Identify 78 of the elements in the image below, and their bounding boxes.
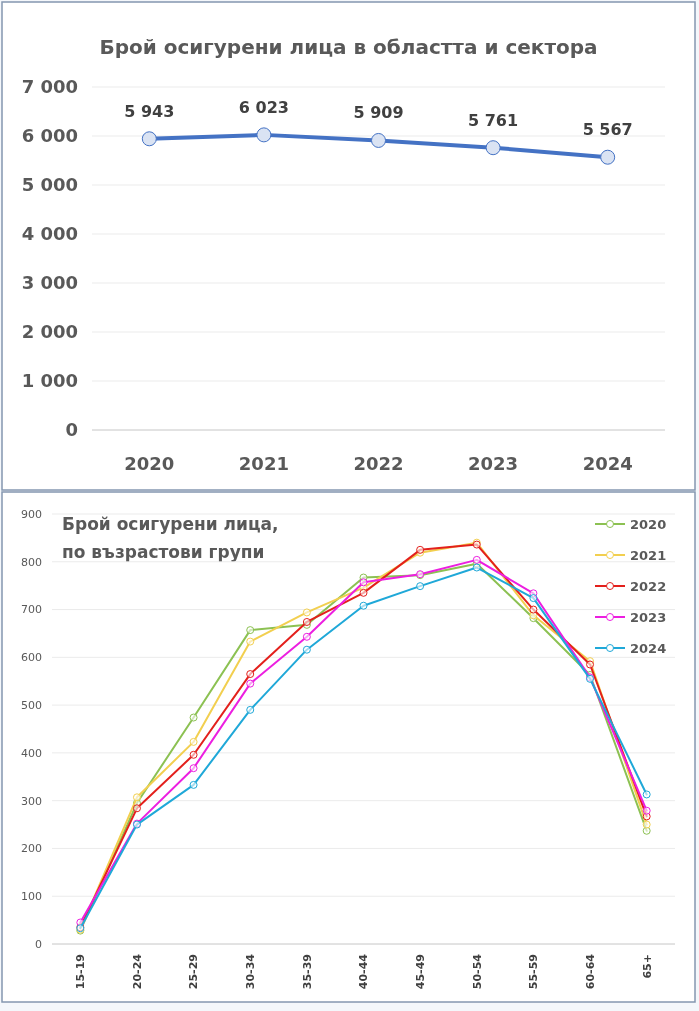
x-tick-label: 2021: [238, 453, 289, 474]
point: [359, 578, 368, 587]
y-tick-label: 0: [65, 419, 78, 441]
y-tick-label: 1 000: [21, 370, 78, 392]
data-label: 6 023: [238, 97, 289, 117]
data-label: 5 909: [353, 103, 404, 123]
point: [189, 764, 198, 773]
y-tick-label: 400: [21, 746, 42, 760]
point: [302, 608, 311, 617]
x-tick-label: 65+: [640, 954, 654, 979]
y-tick-label: 7 000: [21, 76, 78, 98]
legend-label: 2020: [630, 516, 667, 532]
y-tick-label: 600: [21, 651, 42, 665]
x-tick-label: 60-64: [583, 953, 597, 990]
point: [371, 132, 386, 148]
x-tick-label: 15-19: [74, 954, 88, 990]
x-tick-label: 20-24: [130, 953, 144, 990]
legend-label: 2023: [630, 609, 667, 625]
point: [416, 582, 425, 591]
point: [485, 140, 501, 156]
x-tick-label: 2024: [582, 453, 633, 474]
legend-label: 2022: [630, 578, 667, 594]
x-tick-label: 30-34: [244, 953, 258, 990]
y-tick-label: 500: [21, 698, 42, 712]
data-label: 5 943: [124, 101, 175, 121]
point: [246, 705, 255, 714]
point: [246, 626, 255, 635]
x-tick-label: 45-49: [413, 954, 427, 990]
x-tick-label: 25-29: [187, 954, 201, 990]
point: [189, 750, 198, 759]
x-tick-label: 55-59: [527, 954, 541, 990]
y-tick-label: 4 000: [21, 223, 78, 245]
data-label: 5 761: [468, 110, 519, 130]
y-tick-label: 800: [21, 555, 42, 569]
point: [302, 645, 311, 654]
point: [472, 555, 481, 564]
x-tick-label: 40-44: [357, 953, 371, 990]
point: [189, 713, 198, 722]
point: [529, 605, 538, 614]
x-tick-label: 50-54: [470, 953, 484, 990]
point: [642, 826, 651, 835]
y-tick-label: 300: [21, 794, 42, 808]
point: [246, 637, 255, 646]
x-tick-label: 2020: [124, 453, 175, 474]
point: [529, 594, 538, 603]
chart-title: Брой осигурени лица в областта и сектора: [99, 35, 598, 59]
point: [359, 601, 368, 610]
point: [246, 679, 255, 688]
text: Брой осигурени лица, по възрастови групи: [62, 514, 279, 562]
x-tick-label: 2023: [468, 453, 519, 474]
y-tick-label: 3 000: [21, 272, 78, 294]
point: [132, 793, 141, 802]
y-tick-label: 700: [21, 603, 42, 617]
data-label: 5 567: [582, 120, 633, 140]
point: [189, 737, 198, 746]
point: [256, 127, 272, 143]
legend-label: 2024: [630, 640, 667, 656]
y-tick-label: 900: [21, 507, 42, 521]
point: [246, 670, 255, 679]
y-tick-label: 5 000: [21, 174, 78, 196]
y-tick-label: 6 000: [21, 125, 78, 147]
point: [359, 588, 368, 597]
x-tick-label: 2022: [353, 453, 404, 474]
y-tick-label: 100: [21, 890, 42, 904]
y-tick-label: 2 000: [21, 321, 78, 343]
point: [642, 806, 651, 815]
x-tick-label: 35-39: [300, 954, 314, 990]
point: [132, 804, 141, 813]
y-tick-label: 200: [21, 842, 42, 856]
point: [642, 790, 651, 799]
point: [189, 780, 198, 789]
legend-label: 2021: [630, 547, 667, 563]
point: [141, 131, 157, 147]
point: [472, 563, 481, 572]
point: [600, 149, 616, 165]
point: [302, 632, 311, 641]
y-tick-label: 0: [35, 937, 42, 951]
point: [642, 820, 651, 829]
